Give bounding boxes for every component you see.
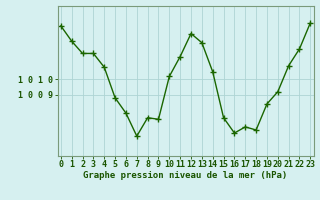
- X-axis label: Graphe pression niveau de la mer (hPa): Graphe pression niveau de la mer (hPa): [84, 171, 288, 180]
